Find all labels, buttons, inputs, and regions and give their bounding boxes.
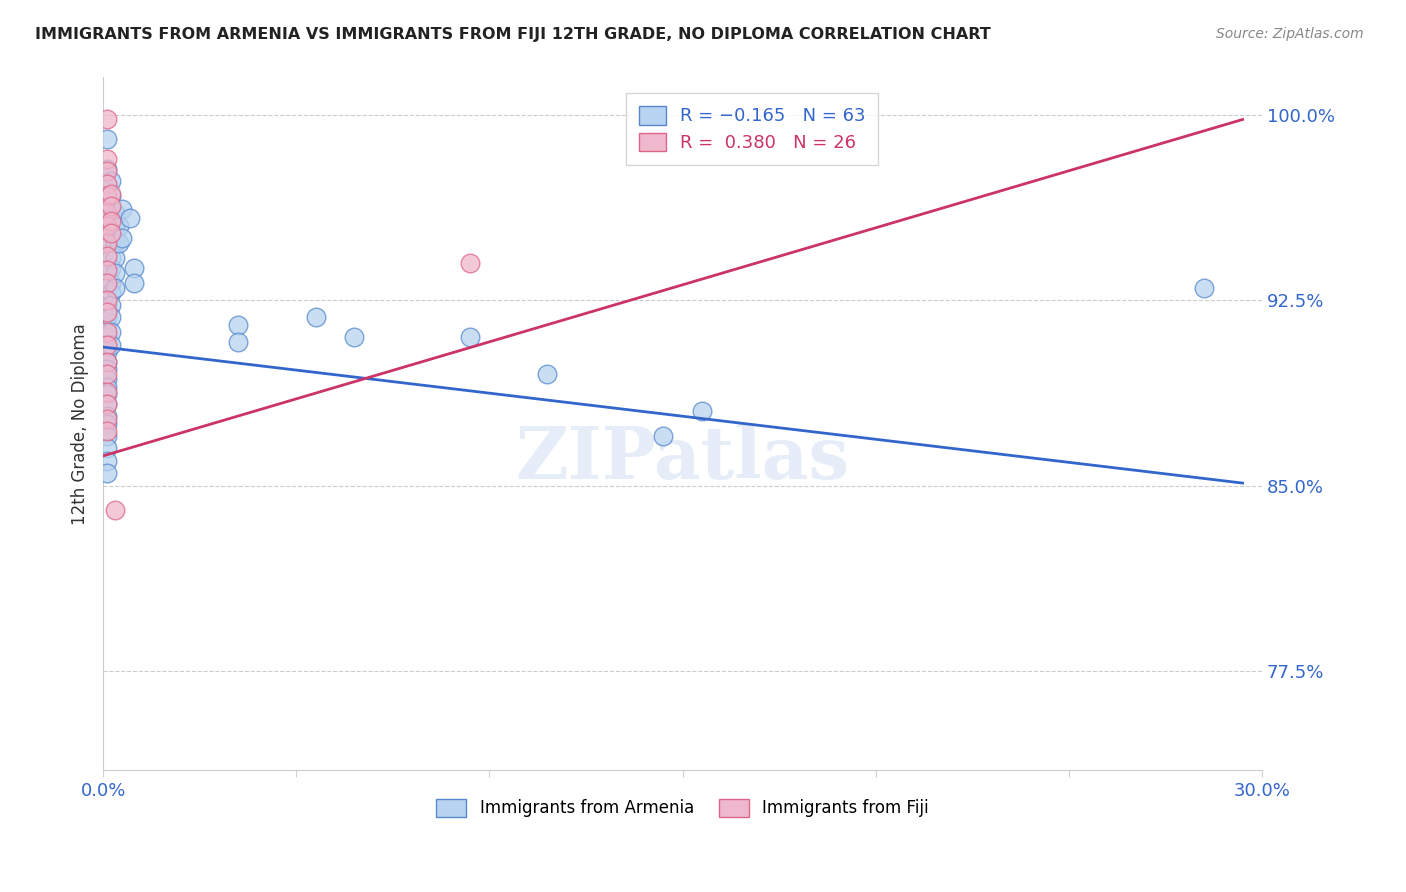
Point [104, 219, 127, 233]
Point [100, 337, 122, 351]
Point [100, 276, 122, 290]
Point [96, 177, 118, 191]
Point [690, 404, 713, 418]
Point [96, 320, 118, 334]
Text: ZIPatlas: ZIPatlas [516, 423, 849, 494]
Point [96, 251, 118, 265]
Point [96, 263, 118, 277]
Y-axis label: 12th Grade, No Diploma: 12th Grade, No Diploma [72, 323, 89, 524]
Point [96, 379, 118, 393]
Point [96, 219, 118, 233]
Point [96, 236, 118, 251]
Point [100, 224, 122, 238]
Point [100, 251, 122, 265]
Point [100, 186, 122, 201]
Point [96, 281, 118, 295]
Point [343, 330, 366, 344]
Point [96, 397, 118, 411]
Point [96, 177, 118, 191]
Point [104, 503, 127, 517]
Text: Source: ZipAtlas.com: Source: ZipAtlas.com [1216, 27, 1364, 41]
Point [536, 368, 558, 382]
Point [120, 211, 142, 226]
Point [96, 276, 118, 290]
Point [96, 189, 118, 203]
Point [96, 112, 118, 127]
Point [96, 466, 118, 480]
Point [122, 260, 145, 275]
Point [96, 310, 118, 325]
Point [96, 355, 118, 369]
Point [96, 238, 118, 252]
Point [96, 305, 118, 319]
Point [96, 337, 118, 351]
Point [458, 256, 481, 270]
Point [652, 429, 675, 443]
Point [1192, 281, 1215, 295]
Point [96, 248, 118, 262]
Point [104, 251, 127, 265]
Point [100, 227, 122, 241]
Point [96, 231, 118, 245]
Point [100, 202, 122, 216]
Point [96, 368, 118, 382]
Point [96, 411, 118, 425]
Point [458, 330, 481, 344]
Point [100, 310, 122, 325]
Point [100, 214, 122, 228]
Legend: Immigrants from Armenia, Immigrants from Fiji: Immigrants from Armenia, Immigrants from… [430, 792, 935, 824]
Point [96, 355, 118, 369]
Point [96, 206, 118, 220]
Point [96, 397, 118, 411]
Point [100, 298, 122, 312]
Point [96, 263, 118, 277]
Point [96, 424, 118, 438]
Point [96, 362, 118, 376]
Point [104, 206, 127, 220]
Point [96, 409, 118, 424]
Point [111, 231, 134, 245]
Point [96, 293, 118, 307]
Point [107, 236, 129, 251]
Point [228, 318, 250, 332]
Point [96, 152, 118, 166]
Point [96, 164, 118, 178]
Point [96, 417, 118, 431]
Point [96, 194, 118, 208]
Point [100, 211, 122, 226]
Point [96, 337, 118, 351]
Point [96, 224, 118, 238]
Point [111, 202, 134, 216]
Point [228, 335, 250, 350]
Point [96, 372, 118, 386]
Point [104, 236, 127, 251]
Point [122, 276, 145, 290]
Point [100, 260, 122, 275]
Point [100, 174, 122, 188]
Point [96, 442, 118, 456]
Point [96, 454, 118, 468]
Point [96, 325, 118, 339]
Point [96, 429, 118, 443]
Point [104, 281, 127, 295]
Point [96, 285, 118, 300]
Text: IMMIGRANTS FROM ARMENIA VS IMMIGRANTS FROM FIJI 12TH GRADE, NO DIPLOMA CORRELATI: IMMIGRANTS FROM ARMENIA VS IMMIGRANTS FR… [35, 27, 991, 42]
Point [100, 236, 122, 251]
Point [304, 310, 326, 325]
Point [96, 161, 118, 176]
Point [96, 132, 118, 146]
Point [107, 219, 129, 233]
Point [96, 330, 118, 344]
Point [100, 325, 122, 339]
Point [96, 301, 118, 315]
Point [96, 387, 118, 401]
Point [96, 384, 118, 399]
Point [100, 199, 122, 213]
Point [100, 285, 122, 300]
Point [104, 266, 127, 280]
Point [96, 206, 118, 220]
Point [100, 189, 122, 203]
Point [96, 345, 118, 359]
